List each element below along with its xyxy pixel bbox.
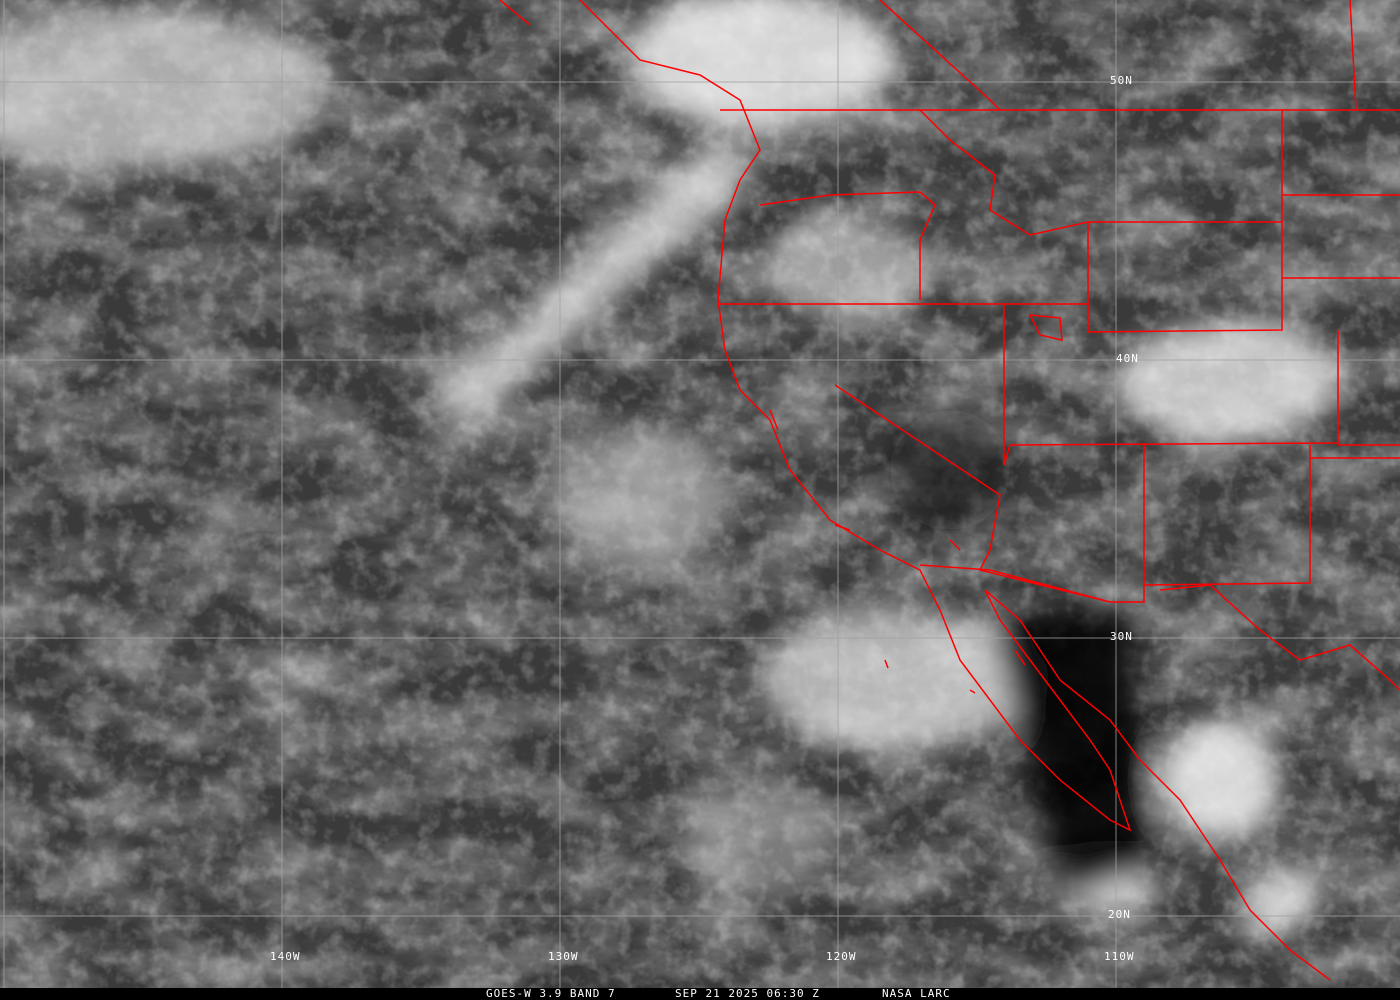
timestamp-label: SEP 21 2025 06:30 Z <box>675 987 820 1000</box>
state-borders <box>720 109 1400 603</box>
islands <box>769 314 1063 694</box>
caption-bar: GOES-W 3.9 BAND 7 SEP 21 2025 06:30 Z NA… <box>0 988 1400 1000</box>
latitude-label-50n: 50N <box>1110 74 1133 87</box>
bright-cloud-bands <box>0 0 1340 930</box>
coastline <box>499 0 1331 981</box>
us-mexico-coast <box>1159 584 1400 691</box>
longitude-label-140w: 140W <box>270 950 301 963</box>
longitude-label-110w: 110W <box>1104 950 1135 963</box>
latitude-label-20n: 20N <box>1108 908 1131 921</box>
satellite-band-label: GOES-W 3.9 BAND 7 <box>486 987 616 1000</box>
source-label: NASA LARC <box>882 987 951 1000</box>
latitude-label-30n: 30N <box>1110 630 1133 643</box>
longitude-label-130w: 130W <box>548 950 579 963</box>
political-borders <box>499 0 1400 981</box>
latitude-label-40n: 40N <box>1116 352 1139 365</box>
canada-provinces <box>879 0 1357 111</box>
longitude-label-120w: 120W <box>826 950 857 963</box>
